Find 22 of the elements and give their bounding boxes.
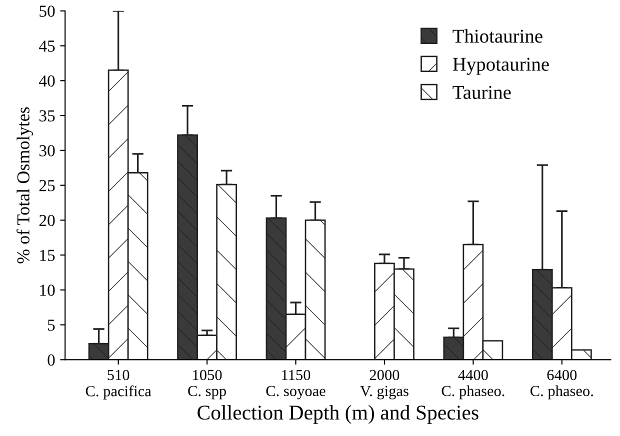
x-tick-label: 2000 V. gigas [360, 370, 408, 400]
y-tick-label: 25 [39, 180, 55, 192]
y-tick-label: 20 [39, 214, 55, 226]
y-tick-label: 40 [39, 75, 55, 87]
legend-label: Hypotaurine [452, 58, 549, 75]
y-tick-label: 0 [48, 354, 55, 366]
y-tick-label: 10 [40, 284, 55, 296]
y-tick-label: 30 [40, 145, 55, 156]
y-tick-label: 15 [40, 250, 55, 262]
y-tick-label: 35 [40, 110, 55, 122]
x-axis-title: Collection Depth (m) and Species [198, 404, 478, 424]
x-tick-label: 6400 C. phaseo. [530, 370, 593, 400]
x-tick-label: 510 C. pacifica [86, 370, 152, 400]
y-tick-label: 5 [48, 320, 55, 331]
legend-label: Thiotaurine [452, 29, 542, 43]
x-tick-label: 1150 C. soyoae [266, 370, 326, 400]
x-tick-label: 4400 C. phaseo. [442, 370, 504, 400]
y-tick-label: 45 [39, 40, 55, 52]
x-tick-label: 1050 C. spp [188, 370, 226, 400]
y-tick-label: 50 [40, 6, 55, 17]
y-axis-title: % of Total Osmolytes [16, 107, 34, 264]
legend-label: Taurine [452, 86, 511, 99]
